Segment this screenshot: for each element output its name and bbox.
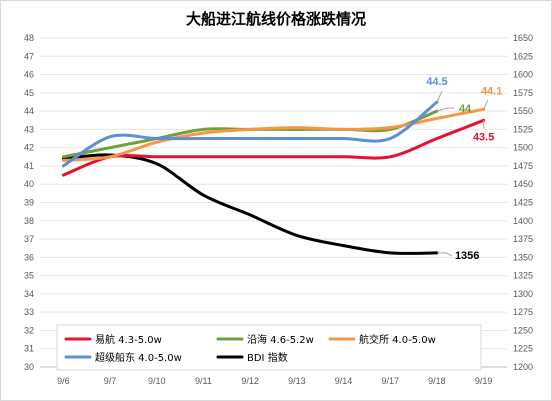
y-right-tick-label: 1425	[513, 198, 533, 208]
annotation-leader	[436, 107, 454, 112]
y-left-tick-label: 44	[24, 106, 34, 116]
y-left-tick-label: 41	[24, 161, 34, 171]
data-label: 44.1	[481, 85, 502, 97]
series-line	[61, 100, 439, 168]
y-right-tick-label: 1650	[513, 33, 533, 43]
y-right-tick-label: 1350	[513, 252, 533, 262]
annotation-leader	[436, 90, 443, 103]
x-tick-label: 9/18	[428, 376, 446, 386]
data-label: 1356	[455, 250, 479, 262]
y-left-tick-label: 32	[24, 325, 34, 335]
legend-label: 超级船东 4.0-5.0w	[95, 351, 182, 364]
annotation-leader	[437, 252, 453, 257]
data-label: 44	[459, 103, 472, 115]
y-axis-right: 1200 1225 1250 1275 1300 1325 1350 1375 1400 1425…	[513, 33, 533, 372]
series-lines	[61, 100, 486, 255]
y-left-tick-label: 35	[24, 271, 34, 281]
data-label: 43.5	[473, 131, 494, 143]
x-tick-label: 9/14	[335, 376, 353, 386]
x-tick-label: 9/7	[104, 376, 117, 386]
data-label: 44.5	[426, 76, 447, 88]
y-right-tick-label: 1525	[513, 124, 533, 134]
y-left-tick-label: 33	[24, 307, 34, 317]
y-left-tick-label: 40	[24, 179, 34, 189]
x-tick-label: 9/10	[148, 376, 166, 386]
legend-label: BDI 指数	[247, 351, 288, 364]
y-right-tick-label: 1275	[513, 307, 533, 317]
y-right-tick-label: 1475	[513, 161, 533, 171]
y-right-tick-label: 1575	[513, 88, 533, 98]
y-right-tick-label: 1300	[513, 289, 533, 299]
y-left-tick-label: 46	[24, 70, 34, 80]
y-left-tick-label: 37	[24, 234, 34, 244]
data-annotations: 44.5 44 44.1 43.5 1356	[426, 76, 502, 262]
y-left-tick-label: 38	[24, 216, 34, 226]
y-left-tick-label: 48	[24, 33, 34, 43]
y-left-tick-label: 47	[24, 51, 34, 61]
y-right-tick-label: 1500	[513, 143, 533, 153]
y-left-tick-label: 30	[24, 362, 34, 372]
x-tick-label: 9/12	[241, 376, 259, 386]
y-right-tick-label: 1225	[513, 344, 533, 354]
chart-title: 大船进江航线价格涨跌情况	[186, 10, 366, 28]
x-tick-label: 9/19	[475, 376, 493, 386]
y-left-tick-label: 31	[24, 344, 34, 354]
x-tick-label: 9/11	[195, 376, 212, 386]
series-line	[61, 118, 486, 177]
x-tick-label: 9/13	[288, 376, 306, 386]
legend-label: 航交所 4.0-5.0w	[359, 333, 436, 346]
y-right-tick-label: 1550	[513, 106, 533, 116]
y-right-tick-label: 1450	[513, 179, 533, 189]
y-right-tick-label: 1400	[513, 216, 533, 226]
legend-box	[56, 324, 482, 371]
y-right-tick-label: 1200	[513, 362, 533, 372]
y-left-tick-label: 45	[24, 88, 34, 98]
legend-label: 沿海 4.6-5.2w	[247, 333, 314, 346]
y-axis-left: 30 31 32 33 34 35 36 37 38 39 40 41 42 43 44 45 46 47 48	[24, 33, 34, 372]
y-right-tick-label: 1325	[513, 271, 533, 281]
x-tick-label: 9/6	[57, 376, 70, 386]
y-left-tick-label: 36	[24, 252, 34, 262]
y-right-tick-label: 1250	[513, 325, 533, 335]
y-left-tick-label: 42	[24, 143, 34, 153]
y-left-tick-label: 39	[24, 198, 34, 208]
y-right-tick-label: 1625	[513, 51, 533, 61]
legend-label: 易航 4.3-5.0w	[95, 333, 162, 346]
legend: 易航 4.3-5.0w 沿海 4.6-5.2w 航交所 4.0-5.0w 超级船东 4…	[64, 333, 436, 364]
y-right-tick-label: 1600	[513, 70, 533, 80]
y-left-tick-label: 43	[24, 124, 34, 134]
y-left-tick-label: 34	[24, 289, 34, 299]
x-tick-label: 9/17	[381, 376, 399, 386]
annotation-leader	[483, 100, 489, 110]
y-right-tick-label: 1375	[513, 234, 533, 244]
